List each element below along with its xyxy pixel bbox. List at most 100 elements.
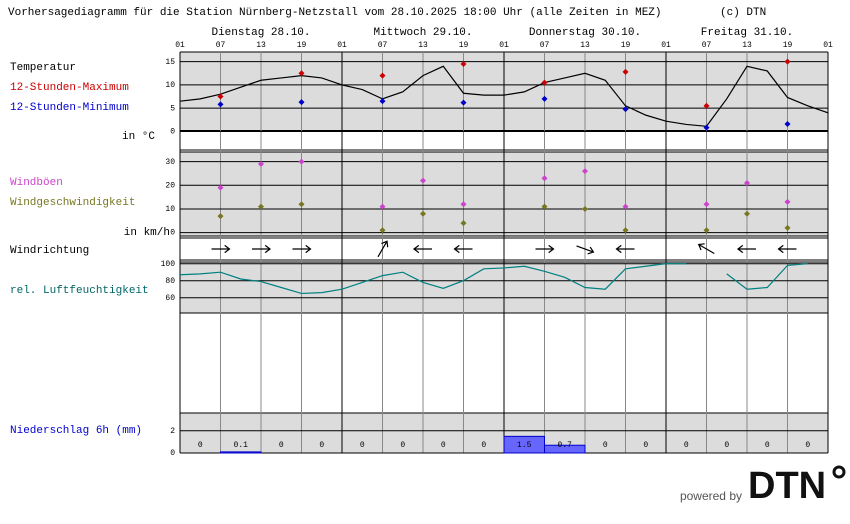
point xyxy=(258,203,264,210)
max-label: 12-Stunden-Maximum xyxy=(10,82,129,94)
hour-label: 07 xyxy=(378,41,388,50)
point xyxy=(703,201,710,208)
point xyxy=(541,203,548,210)
hour-label: 01 xyxy=(337,41,347,50)
day-label: Mittwoch 29.10. xyxy=(373,27,472,39)
y-tick-label: 15 xyxy=(165,58,175,67)
point xyxy=(379,72,386,79)
point xyxy=(622,68,629,75)
bar-label: 0 xyxy=(603,441,608,450)
y-tick-label: 5 xyxy=(170,104,175,113)
point xyxy=(298,99,305,106)
point xyxy=(460,60,467,67)
point xyxy=(298,158,305,165)
y-tick-label: 100 xyxy=(161,260,176,269)
bar xyxy=(503,435,545,454)
point xyxy=(784,224,791,231)
point xyxy=(703,102,710,109)
line xyxy=(179,65,829,127)
point xyxy=(582,168,588,175)
bar-label: 0 xyxy=(684,441,689,450)
point xyxy=(460,220,467,227)
hour-label: 07 xyxy=(702,41,712,50)
hour-label: 19 xyxy=(459,41,469,50)
title: Vorhersagediagramm für die Station Nürnb… xyxy=(8,7,662,19)
point xyxy=(379,98,386,105)
point xyxy=(784,198,791,205)
bar xyxy=(220,451,262,454)
wind-arrow xyxy=(453,244,473,254)
bar xyxy=(544,444,586,454)
point xyxy=(703,124,710,131)
humidity-label: rel. Luftfeuchtigkeit xyxy=(10,285,149,297)
point xyxy=(622,106,629,113)
point xyxy=(582,205,588,212)
wind-arrow xyxy=(576,245,595,255)
speed-label: Windgeschwindigkeit xyxy=(10,197,135,209)
point xyxy=(541,175,548,182)
copyright: (c) DTN xyxy=(720,7,766,19)
bar-label: 0 xyxy=(481,441,486,450)
hour-label: 07 xyxy=(216,41,226,50)
hour-label: 01 xyxy=(175,41,185,50)
bar-label: 0.7 xyxy=(558,441,573,450)
temp-unit: in °C xyxy=(122,131,155,143)
point xyxy=(298,201,305,208)
point xyxy=(622,227,629,234)
temp-label: Temperatur xyxy=(10,62,76,74)
hour-label: 13 xyxy=(742,41,752,50)
bar-label: 0 xyxy=(765,441,770,450)
logo-dot xyxy=(832,465,846,479)
point xyxy=(217,101,224,108)
y-tick-label: 0 xyxy=(170,229,175,238)
bar-label: 0 xyxy=(198,441,203,450)
point xyxy=(379,227,386,234)
bar-label: 1.5 xyxy=(517,441,532,450)
point xyxy=(217,93,224,100)
point xyxy=(217,184,224,191)
point xyxy=(258,161,264,168)
day-label: Dienstag 28.10. xyxy=(211,27,310,39)
bar-label: 0 xyxy=(643,441,648,450)
wind-arrow xyxy=(211,244,231,254)
y-tick-label: 10 xyxy=(165,205,175,214)
day-label: Donnerstag 30.10. xyxy=(529,27,641,39)
point xyxy=(420,210,426,217)
point xyxy=(460,201,467,208)
hour-label: 13 xyxy=(580,41,590,50)
y-tick-label: 20 xyxy=(165,181,175,190)
y-tick-label: 0 xyxy=(170,128,175,137)
hour-label: 19 xyxy=(297,41,307,50)
point xyxy=(379,203,386,210)
y-tick-label: 0 xyxy=(170,449,175,458)
y-tick-label: 30 xyxy=(165,158,175,167)
point xyxy=(541,95,548,102)
y-tick-label: 60 xyxy=(165,294,175,303)
logo: DTN xyxy=(748,465,826,507)
point xyxy=(217,213,224,220)
wind-arrow xyxy=(252,244,272,254)
point xyxy=(703,227,710,234)
hour-label: 13 xyxy=(418,41,428,50)
min-label: 12-Stunden-Minimum xyxy=(10,102,129,114)
wind-arrow xyxy=(377,240,389,258)
direction-label: Windrichtung xyxy=(10,245,89,257)
wind-arrow xyxy=(535,244,555,254)
wind-arrow xyxy=(615,244,635,254)
hour-label: 01 xyxy=(823,41,833,50)
hour-label: 07 xyxy=(540,41,550,50)
point xyxy=(420,177,426,184)
y-tick-label: 10 xyxy=(165,81,175,90)
point xyxy=(784,120,791,127)
hour-label: 01 xyxy=(661,41,671,50)
day-label: Freitag 31.10. xyxy=(701,27,793,39)
bar-label: 0 xyxy=(360,441,365,450)
point xyxy=(298,70,305,77)
powered-by: powered by xyxy=(680,489,742,503)
bar-label: 0 xyxy=(400,441,405,450)
bar-label: 0.1 xyxy=(234,441,249,450)
point xyxy=(622,203,629,210)
line xyxy=(179,263,808,295)
hour-label: 01 xyxy=(499,41,509,50)
